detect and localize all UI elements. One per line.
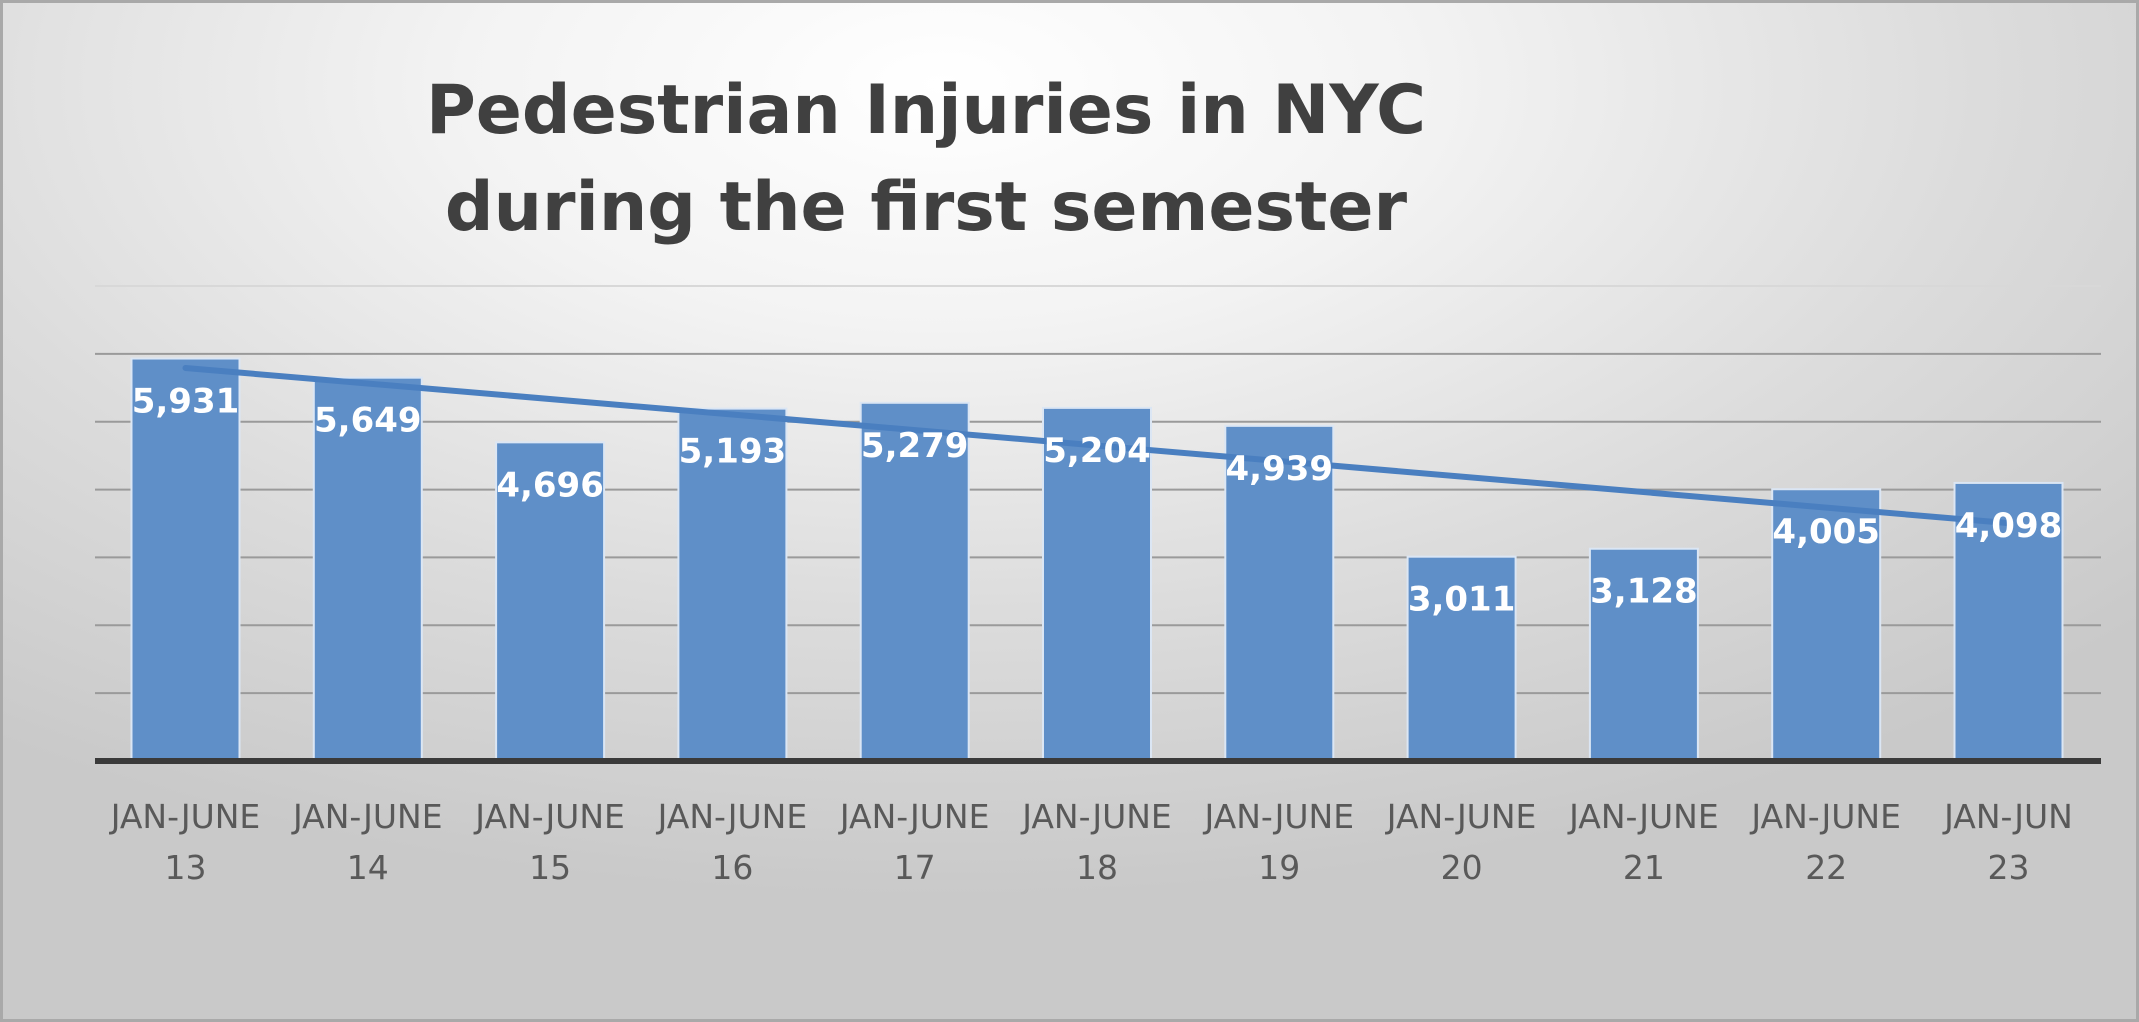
- x-tick-label: 22: [1805, 848, 1847, 887]
- x-tick-label: JAN-JUNE: [109, 797, 261, 836]
- x-tick-label: JAN-JUN: [1942, 797, 2073, 836]
- data-label: 4,005: [1772, 512, 1880, 552]
- x-tick-label: 13: [165, 848, 207, 887]
- data-label: 3,128: [1590, 572, 1698, 612]
- x-tick-label: 19: [1258, 848, 1300, 887]
- bar: [1042, 406, 1152, 762]
- data-label: 5,193: [679, 432, 787, 472]
- bar: [1406, 555, 1517, 762]
- x-tick-label: 16: [711, 848, 753, 887]
- x-tick-label: 21: [1623, 848, 1665, 887]
- x-tick-label: 18: [1076, 848, 1118, 887]
- bar: [312, 376, 423, 762]
- x-tick-label: JAN-JUNE: [1020, 797, 1172, 836]
- data-label: 5,931: [132, 382, 240, 422]
- x-tick-label: JAN-JUNE: [473, 797, 625, 836]
- data-labels: 5,931 5,649 4,696 5,193 5,279 5,204 4,939 3,011…: [132, 382, 2063, 620]
- bar: [495, 441, 606, 762]
- trendline-group: [182, 364, 2012, 527]
- data-label: 4,939: [1226, 449, 1334, 489]
- x-axis-tick-labels: JAN-JUNE 13 JAN-JUNE 14 JAN-JUNE 15 JAN-JUNE 16…: [109, 797, 2073, 887]
- data-label: 5,279: [861, 426, 969, 466]
- x-tick-label: JAN-JUNE: [1749, 797, 1901, 836]
- chart-title-line-2: during the first semester: [445, 168, 1408, 247]
- bar: [677, 407, 788, 762]
- x-tick-label: 23: [1988, 848, 2030, 887]
- bar: [1224, 424, 1335, 762]
- x-tick-label: JAN-JUNE: [1567, 797, 1719, 836]
- x-tick-label: 15: [529, 848, 571, 887]
- x-tick-label: 17: [894, 848, 936, 887]
- x-tick-label: JAN-JUNE: [838, 797, 990, 836]
- bar: [1771, 488, 1882, 762]
- x-tick-label: JAN-JUNE: [291, 797, 443, 836]
- chart-title: Pedestrian Injuries in NYC during the fi…: [426, 71, 1426, 247]
- data-label: 4,098: [1955, 506, 2063, 546]
- bar: [1953, 481, 2064, 762]
- x-tick-label: JAN-JUNE: [1385, 797, 1537, 836]
- data-label: 5,649: [314, 401, 422, 441]
- x-tick-label: JAN-JUNE: [1203, 797, 1355, 836]
- x-tick-label: 20: [1441, 848, 1483, 887]
- data-label: 5,204: [1043, 431, 1151, 471]
- bars: [130, 357, 2064, 762]
- x-tick-label: JAN-JUNE: [656, 797, 808, 836]
- data-label: 3,011: [1408, 580, 1516, 620]
- bar-chart: Pedestrian Injuries in NYC during the fi…: [95, 71, 2101, 887]
- data-label: 4,696: [496, 465, 604, 505]
- trendline: [182, 364, 2012, 527]
- bar: [859, 401, 970, 762]
- chart-title-line-1: Pedestrian Injuries in NYC: [426, 71, 1426, 150]
- x-tick-label: 14: [347, 848, 389, 887]
